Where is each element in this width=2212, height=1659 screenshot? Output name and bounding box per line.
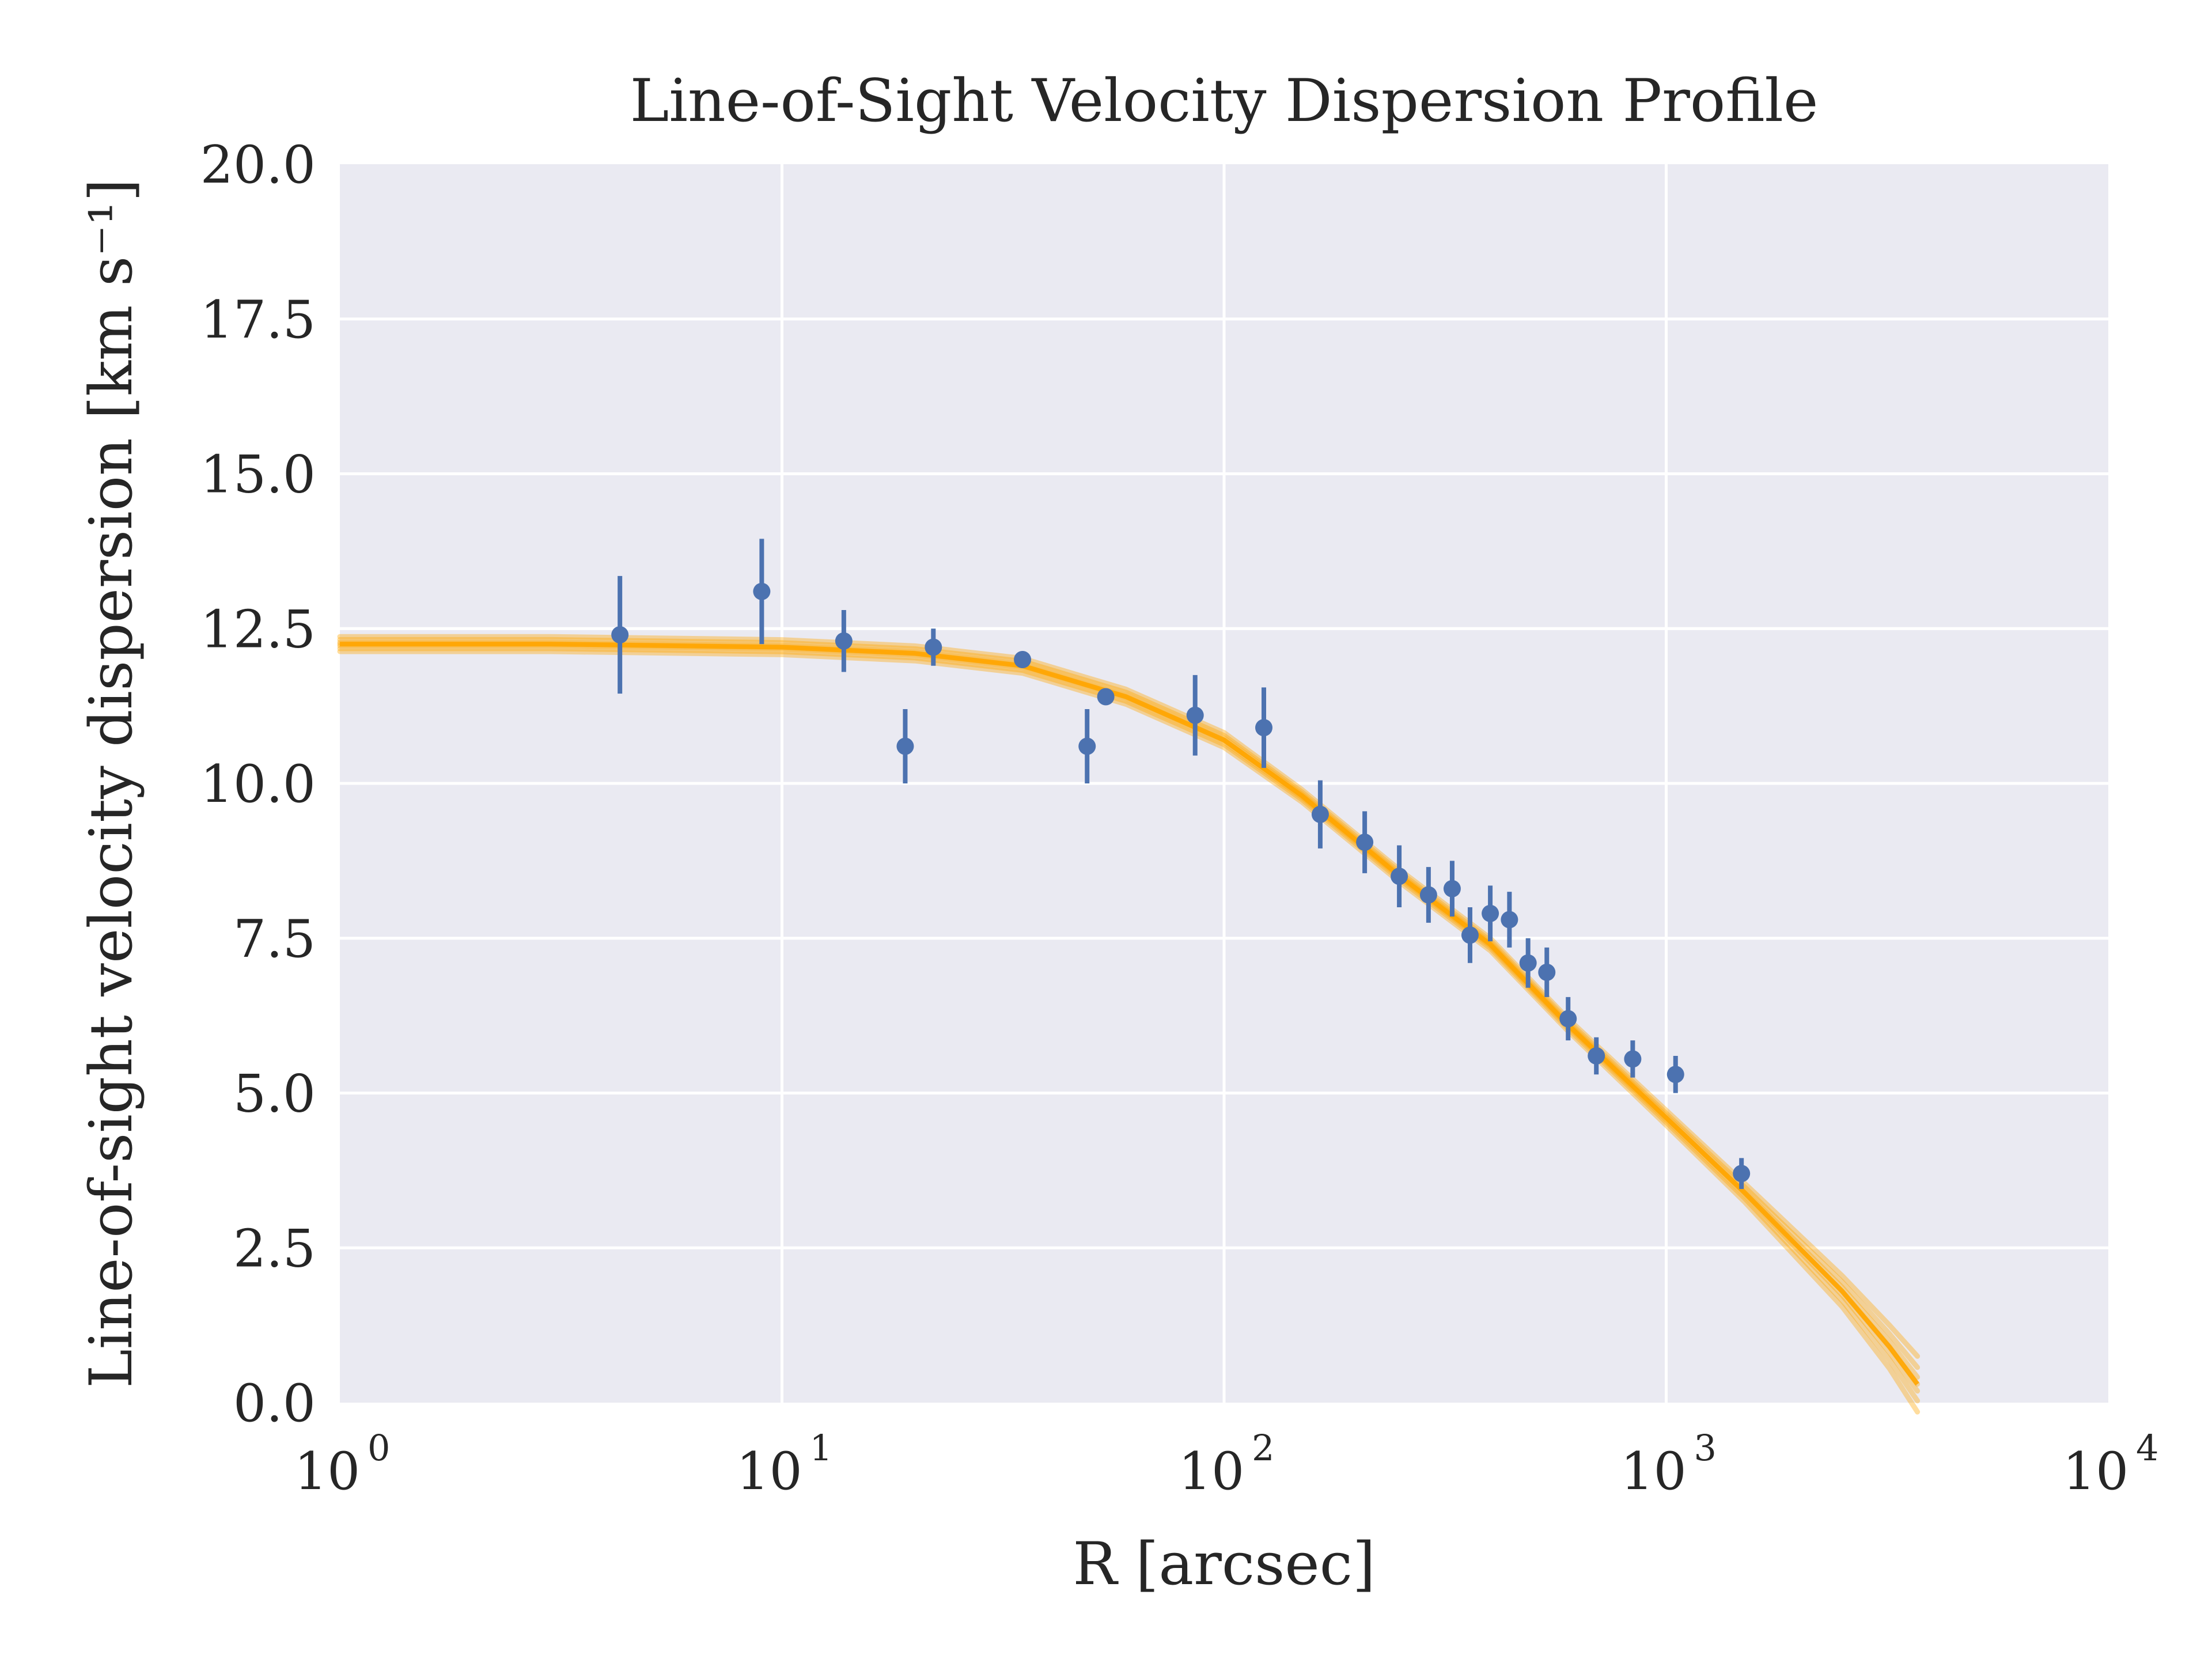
y-tick-label: 0.0 [233,1373,316,1434]
model-curve [337,646,1921,1404]
data-point [1443,880,1461,897]
data-point [1186,706,1204,724]
model-curve [337,649,1921,1415]
data-point [1588,1047,1605,1065]
data-point [1461,926,1479,944]
data-point [1559,1010,1577,1028]
data-point [1014,651,1032,668]
data-point [1356,834,1374,851]
x-axis-label: R [arcsec] [1073,1530,1375,1599]
data-point [1624,1050,1642,1068]
y-tick-label: 5.0 [233,1064,316,1124]
x-tick-exponent: 2 [1252,1427,1274,1469]
y-tick-labels: 0.0 2.5 5.0 7.5 10.0 12.5 15.0 17.5 20.0 [200,135,316,1434]
data-point [1078,737,1096,755]
y-tick-label: 17.5 [200,290,316,350]
data-point [896,737,914,755]
x-tick-exponent: 3 [1694,1427,1717,1469]
model-curve-median [340,642,1919,1386]
x-tick-exponent: 4 [2136,1427,2158,1469]
data-point [1733,1165,1751,1183]
data-point [1311,805,1329,823]
x-tick-labels: 10 0 10 1 10 2 10 3 10 4 [294,1427,2159,1502]
data-point [1482,904,1499,922]
x-tick-label: 10 [1179,1441,1245,1502]
x-tick-label: 10 [1620,1441,1687,1502]
data-point [1255,719,1273,737]
y-tick-label: 20.0 [200,135,316,195]
x-tick-label: 10 [294,1441,361,1502]
data-point [1097,688,1115,706]
x-tick-label: 10 [2063,1441,2129,1502]
x-tick-exponent: 0 [368,1427,390,1469]
data-point [925,638,942,656]
data-point [1501,911,1518,929]
y-tick-label: 7.5 [233,909,316,969]
data-point [611,626,629,643]
chart-title: Line-of-Sight Velocity Dispersion Profil… [630,67,1819,135]
data-point [1538,963,1556,981]
x-tick-exponent: 1 [810,1427,832,1469]
data-point [1519,954,1537,972]
data-point [1391,868,1408,885]
y-tick-label: 15.0 [200,445,316,505]
data-points [611,582,1751,1183]
y-tick-label: 2.5 [233,1218,316,1279]
x-tick-label: 10 [736,1441,802,1502]
grid-lines [340,164,2108,1403]
data-point [1419,886,1437,904]
data-point [1666,1066,1684,1084]
data-point [753,582,771,600]
y-axis-label: Line-of-sight velocity dispersion [km s⁻… [77,179,146,1388]
y-tick-label: 12.5 [200,599,316,660]
data-point [835,632,853,650]
y-tick-label: 10.0 [200,754,316,815]
